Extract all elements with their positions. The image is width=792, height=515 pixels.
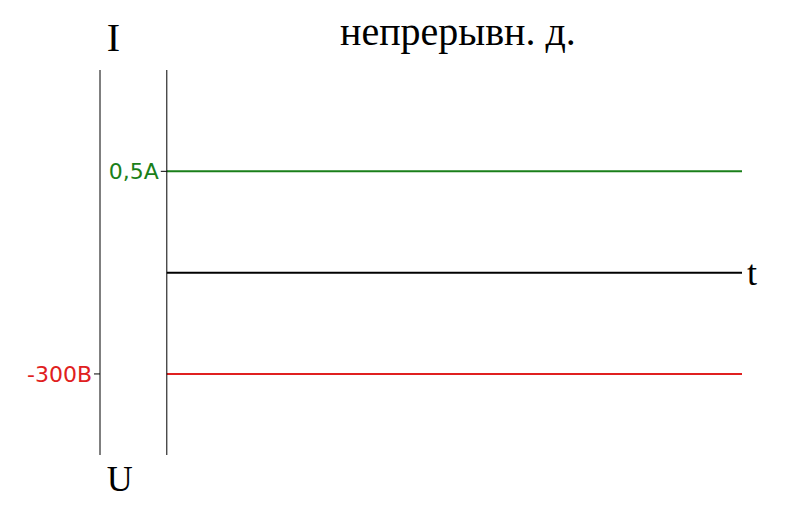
html-text:U: U (106, 459, 133, 499)
html-text:непрерывн. д.: непрерывн. д. (340, 9, 576, 54)
html-text:I: I (106, 15, 121, 60)
svg-text:0,5A: 0,5A (109, 159, 159, 184)
svg-text:-300В: -300В (27, 362, 92, 387)
svg-text:t: t (747, 253, 757, 293)
